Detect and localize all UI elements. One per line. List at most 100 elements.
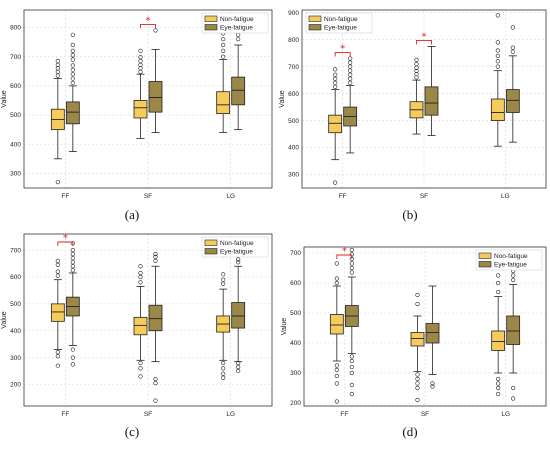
significance-star: *: [422, 31, 427, 42]
x-tick-label: SF: [144, 193, 152, 200]
outlier-point: [415, 292, 420, 298]
x-tick-label: LG: [501, 193, 510, 200]
outlier-point: [70, 57, 75, 62]
box: [410, 332, 425, 347]
legend-swatch: [204, 24, 218, 31]
y-tick-label: 800: [288, 37, 299, 44]
legend-swatch: [308, 24, 322, 31]
outlier-point: [138, 55, 143, 60]
outlier-point: [349, 382, 354, 388]
y-tick-label: 700: [288, 64, 299, 71]
legend-swatch: [308, 15, 322, 22]
outlier-point: [153, 252, 158, 257]
panel-a: 300 400 500 600 700 800 FF SF LG Value * Non-fatigu…: [1, 9, 273, 200]
outlier-point: [138, 62, 143, 67]
outlier-point: [511, 385, 516, 391]
outlier-point: [70, 76, 75, 81]
outlier-point: [496, 381, 501, 386]
outlier-point: [70, 268, 75, 273]
axes-frame: [303, 246, 547, 407]
outlier-point: [55, 363, 60, 368]
outlier-point: [70, 42, 75, 48]
outlier-point: [496, 376, 501, 382]
outlier-point: [511, 277, 516, 283]
outlier-point: [495, 53, 500, 58]
outlier-point: [70, 260, 75, 265]
outlier-point: [55, 69, 60, 74]
outlier-point: [333, 67, 338, 72]
legend-label: Non-fatigue: [494, 253, 528, 260]
outlier-point: [153, 258, 158, 263]
axes-frame: [23, 9, 273, 189]
legend-label: Eye-fatigue: [494, 262, 527, 269]
outlier-point: [236, 37, 241, 42]
outlier-point: [349, 247, 354, 253]
outlier-point: [55, 354, 60, 359]
outlier-point: [348, 60, 353, 65]
legend-label: Non-fatigue: [220, 240, 254, 247]
outlier-point: [414, 72, 419, 77]
outlier-point: [430, 381, 435, 386]
box: [231, 76, 246, 106]
outlier-point: [70, 53, 75, 58]
box: [329, 314, 344, 335]
outlier-point: [333, 72, 338, 77]
outlier-point: [334, 280, 339, 286]
outlier-point: [349, 358, 354, 364]
significance-star: *: [63, 233, 68, 244]
y-tick-label: 600: [290, 280, 301, 287]
outlier-point: [153, 28, 158, 33]
x-tick-label: SF: [420, 193, 428, 200]
outlier-point: [236, 260, 241, 265]
outlier-point: [349, 265, 354, 271]
outlier-point: [70, 32, 75, 37]
outlier-point: [333, 84, 338, 89]
panel-label-b: (b): [402, 207, 417, 222]
legend-swatch: [204, 239, 218, 246]
outlier-point: [221, 360, 226, 366]
outlier-point: [414, 68, 419, 74]
y-tick-label: 800: [10, 25, 21, 32]
outlier-point: [138, 270, 143, 276]
outlier-point: [495, 40, 500, 45]
outlier-point: [415, 301, 420, 307]
outlier-point: [415, 376, 420, 382]
outlier-point: [510, 25, 515, 30]
legend-label: Eye-fatigue: [220, 25, 253, 32]
y-tick-label: 500: [288, 118, 299, 125]
box: [148, 81, 163, 113]
box: [490, 98, 505, 121]
outlier-point: [495, 13, 500, 18]
outlier-point: [138, 69, 143, 74]
y-tick-label: 400: [10, 141, 21, 148]
outlier-point: [70, 256, 75, 261]
outlier-point: [55, 66, 60, 71]
y-tick-label: 200: [290, 400, 301, 407]
x-tick-label: SF: [421, 411, 429, 418]
outlier-point: [349, 261, 354, 266]
x-tick-label: FF: [61, 411, 69, 418]
legend-swatch: [478, 252, 492, 259]
outlier-point: [221, 366, 226, 371]
outlier-point: [349, 354, 354, 359]
panel-label-c: (c): [125, 424, 139, 439]
y-tick-label: 300: [290, 370, 301, 377]
outlier-point: [333, 180, 338, 185]
outlier-point: [333, 80, 338, 85]
axes-frame: [301, 9, 547, 189]
legend-label: Non-fatigue: [220, 16, 254, 23]
box: [216, 91, 231, 114]
x-tick-label: LG: [226, 411, 235, 418]
box: [425, 323, 440, 344]
outlier-point: [348, 64, 353, 69]
y-axis-label: Value: [279, 90, 286, 107]
significance-star: *: [342, 246, 347, 257]
outlier-point: [333, 76, 338, 81]
legend-box: [201, 12, 269, 34]
panel-d: 200 300 400 500 600 700 FF SF LG Value * Non-fatigu…: [281, 246, 547, 418]
outlier-point: [510, 49, 515, 54]
outlier-point: [138, 264, 143, 269]
significance-bracket: [416, 39, 432, 45]
y-tick-label: 600: [10, 274, 21, 281]
